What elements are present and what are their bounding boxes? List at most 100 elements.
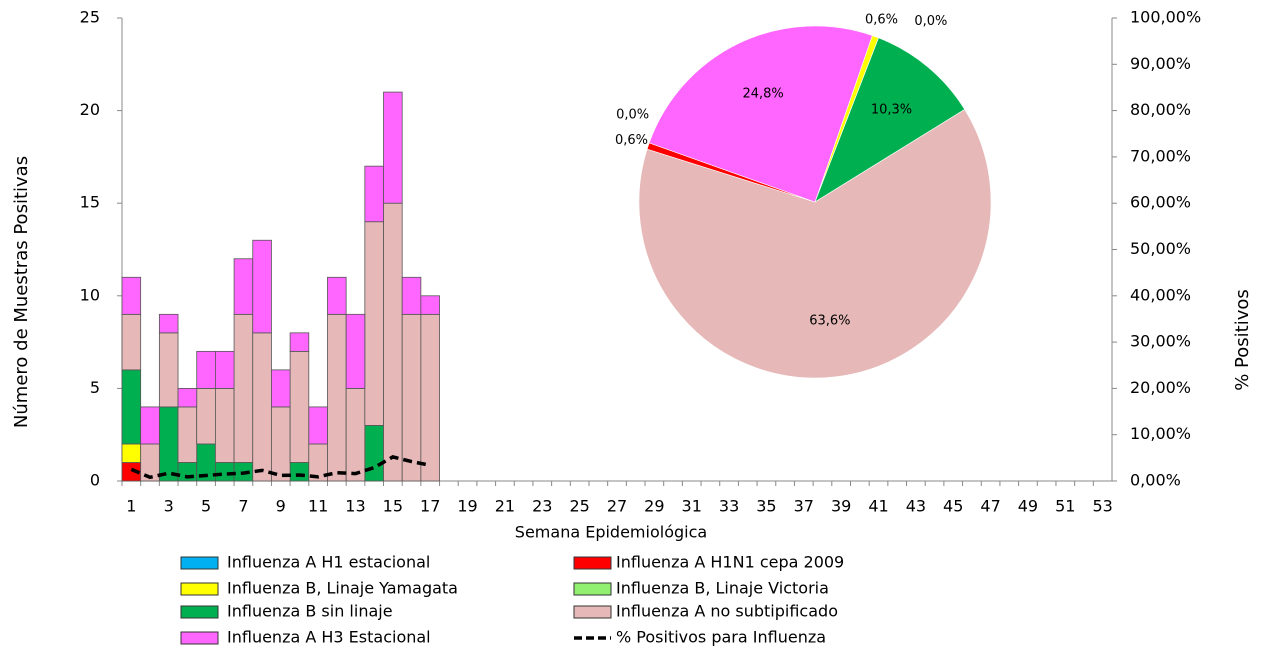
x-tick-label: 49	[1018, 497, 1038, 516]
bar-segment	[252, 332, 272, 482]
x-tick-label: 51	[1055, 497, 1075, 516]
x-axis-title: Semana Epidemiológica	[515, 523, 707, 542]
y-tick-label: 15	[80, 193, 100, 212]
bar-segment	[383, 91, 403, 204]
x-tick-label: 19	[457, 497, 477, 516]
bar-segment	[121, 443, 142, 463]
x-tick-label: 25	[569, 497, 589, 516]
bar-segment	[121, 276, 142, 315]
legend-label: Influenza A H1N1 cepa 2009	[616, 553, 844, 572]
pie-label: 0,0%	[616, 107, 649, 122]
x-tick-label: 31	[682, 497, 702, 516]
pie-slice	[648, 25, 873, 203]
y2-tick-label: 80,00%	[1130, 100, 1191, 119]
bar-segment	[401, 276, 422, 315]
bar-segment	[158, 332, 179, 408]
bar-segment	[158, 406, 179, 482]
bar-segment	[345, 313, 366, 389]
x-tick-label: 35	[756, 497, 776, 516]
bar-segment	[214, 462, 235, 482]
bar-segment	[308, 406, 328, 445]
bar-segment	[364, 165, 384, 223]
x-tick-label: 11	[308, 497, 328, 516]
bar-segment	[327, 313, 347, 482]
y2-tick-label: 40,00%	[1130, 285, 1191, 304]
x-tick-label: 27	[607, 497, 627, 516]
bar-segment	[158, 313, 179, 334]
legend-swatch	[573, 582, 612, 596]
bar-segment	[383, 202, 403, 482]
x-tick-label: 3	[164, 497, 174, 516]
bar-segment	[233, 258, 254, 315]
x-tick-label: 45	[943, 497, 963, 516]
bar-segment	[289, 462, 310, 482]
y2-tick-label: 50,00%	[1130, 239, 1191, 258]
y-tick-label: 25	[80, 8, 100, 27]
legend-label: Influenza B sin linaje	[227, 602, 393, 621]
x-tick-label: 5	[201, 497, 211, 516]
y2-tick-label: 30,00%	[1130, 332, 1191, 351]
legend-swatch	[180, 605, 219, 619]
x-tick-label: 37	[794, 497, 814, 516]
y2-tick-label: 10,00%	[1130, 424, 1191, 443]
bar-segment	[252, 239, 272, 334]
legend-swatch	[180, 556, 219, 570]
x-tick-label: 1	[126, 497, 136, 516]
x-tick-label: 17	[420, 497, 440, 516]
legend-label: % Positivos para Influenza	[616, 628, 826, 647]
pie-label: 0,6%	[865, 13, 898, 28]
bar-segment	[271, 406, 291, 482]
x-tick-label: 43	[906, 497, 926, 516]
line	[130, 455, 431, 480]
bar-segment	[121, 369, 142, 445]
y2-tick-label: 0,00%	[1130, 471, 1181, 490]
legend-swatch	[573, 556, 612, 570]
y2-tick-label: 100,00%	[1130, 8, 1201, 27]
legend-swatch	[180, 631, 219, 645]
pie-slice	[814, 37, 966, 203]
legend-label: Influenza A H3 Estacional	[227, 628, 431, 647]
bar-segment	[289, 332, 310, 352]
x-tick-label: 15	[383, 497, 403, 516]
legend-label: Influenza B, Linaje Victoria	[616, 579, 829, 598]
x-tick-label: 29	[644, 497, 664, 516]
bar-segment	[177, 387, 198, 408]
legend-label: Influenza A H1 estacional	[227, 553, 430, 572]
y2-tick-label: 90,00%	[1130, 54, 1191, 73]
y2-tick-label: 60,00%	[1130, 193, 1191, 212]
bar-segment	[140, 406, 160, 445]
legend-label: Influenza B, Linaje Yamagata	[227, 579, 458, 598]
bar-segment	[420, 295, 440, 315]
x-tick-label: 7	[238, 497, 248, 516]
legend-label: Influenza A no subtipificado	[616, 602, 838, 621]
pie-label: 10,3%	[871, 102, 912, 117]
bar-segment	[364, 221, 384, 426]
x-tick-label: 23	[532, 497, 552, 516]
legend-swatch	[180, 582, 219, 596]
y-tick-label: 20	[80, 100, 100, 119]
x-tick-label: 41	[868, 497, 888, 516]
x-tick-label: 47	[980, 497, 1000, 516]
pie-label: 0,6%	[615, 133, 648, 148]
pie-label: 0,0%	[914, 14, 947, 29]
x-tick-label: 13	[345, 497, 365, 516]
x-tick-label: 39	[831, 497, 851, 516]
x-tick-label: 33	[719, 497, 739, 516]
x-tick-label: 53	[1092, 497, 1112, 516]
x-tick-label: 9	[276, 497, 286, 516]
pie-label: 24,8%	[742, 87, 783, 102]
pie-label: 63,6%	[809, 313, 850, 328]
bar-segment	[196, 350, 216, 389]
bar-segment	[214, 387, 235, 463]
bar-segment	[364, 425, 384, 482]
y-tick-label: 10	[80, 285, 100, 304]
y-tick-label: 0	[90, 471, 100, 490]
bar-segment	[420, 313, 440, 482]
y2-tick-label: 20,00%	[1130, 378, 1191, 397]
bar-segment	[401, 313, 422, 482]
bar-segment	[196, 387, 216, 445]
y-axis-title: Número de Muestras Positivas	[11, 156, 32, 428]
bar-segment	[177, 406, 198, 463]
bar-segment	[271, 369, 291, 408]
